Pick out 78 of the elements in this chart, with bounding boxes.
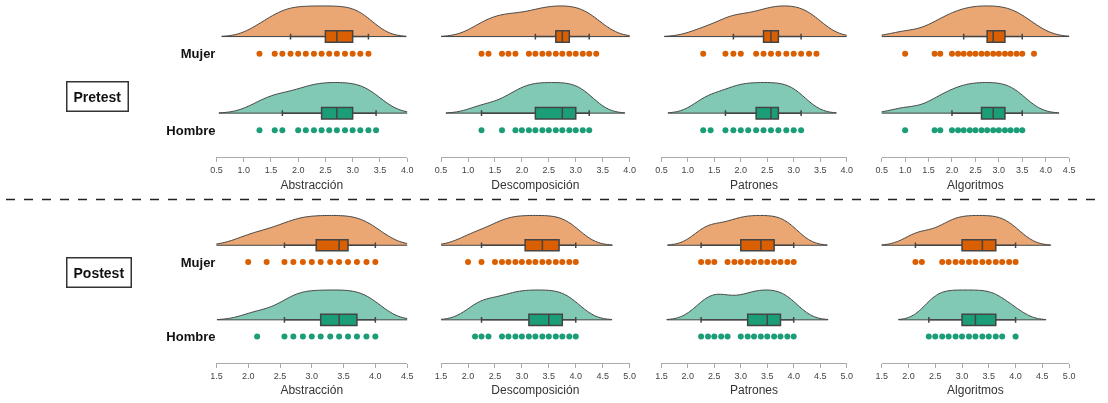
- x-tick-label: 3.5: [373, 164, 387, 175]
- x-tick-label: 0.5: [434, 164, 448, 175]
- x-tick-label: 2.5: [760, 164, 774, 175]
- x-tick-label: 3.5: [337, 370, 350, 381]
- x-tick-label: 2.5: [542, 164, 556, 175]
- x-axis-title: Algoritmos: [947, 177, 1004, 192]
- x-tick-label: 1.0: [237, 164, 250, 175]
- x-tick-label: 4.0: [787, 370, 800, 381]
- x-axis-title: Descomposición: [491, 383, 580, 398]
- x-tick-label: 4.0: [1009, 370, 1022, 381]
- x-axis-title: Algoritmos: [947, 383, 1004, 398]
- x-tick-label: 0.5: [210, 164, 223, 175]
- y-tick-label: Mujer: [180, 254, 216, 270]
- x-tick-label: 2.5: [488, 370, 502, 381]
- x-tick-label: 3.5: [596, 164, 609, 175]
- y-tick-label: Hombre: [166, 122, 216, 138]
- x-axis-title: Abstracción: [280, 177, 344, 192]
- x-tick-label: 1.5: [488, 164, 502, 175]
- x-tick-label: 2.0: [515, 164, 529, 175]
- x-axis-title: Patrones: [730, 383, 779, 398]
- x-tick-label: 2.0: [291, 164, 305, 175]
- x-tick-label: 2.5: [708, 370, 721, 381]
- x-tick-label: 3.5: [760, 370, 774, 381]
- x-tick-label: 2.0: [734, 164, 748, 175]
- x-tick-label: 3.5: [1016, 164, 1029, 175]
- x-tick-label: 2.0: [681, 370, 695, 381]
- y-tick-label: Hombre: [166, 329, 216, 345]
- x-tick-label: 3.0: [305, 370, 319, 381]
- x-tick-label: 3.0: [515, 370, 529, 381]
- x-tick-label: 2.5: [929, 370, 942, 381]
- x-tick-label: 3.5: [542, 370, 556, 381]
- x-tick-label: 5.0: [840, 370, 853, 381]
- x-tick-label: 4.5: [1062, 164, 1076, 175]
- x-tick-label: 3.0: [569, 164, 583, 175]
- text: Pretest: [73, 88, 122, 105]
- x-tick-label: 4.0: [623, 164, 636, 175]
- x-tick-label: 3.0: [992, 164, 1006, 175]
- x-tick-label: 0.5: [655, 164, 668, 175]
- x-tick-label: 3.0: [734, 370, 748, 381]
- x-tick-label: 1.5: [434, 370, 448, 381]
- x-tick-label: 2.5: [273, 370, 287, 381]
- x-tick-label: 1.5: [875, 370, 888, 381]
- x-tick-label: 1.5: [210, 370, 223, 381]
- x-tick-label: 1.0: [898, 164, 912, 175]
- x-tick-label: 4.0: [840, 164, 853, 175]
- x-axis-title: Abstracción: [280, 383, 344, 398]
- x-tick-label: 5.0: [623, 370, 636, 381]
- x-tick-label: 1.5: [922, 164, 935, 175]
- x-axis-title: Descomposición: [491, 177, 580, 192]
- x-tick-label: 2.0: [241, 370, 255, 381]
- x-tick-label: 3.0: [346, 164, 359, 175]
- x-tick-label: 1.5: [655, 370, 668, 381]
- x-tick-label: 5.0: [1062, 370, 1076, 381]
- x-tick-label: 3.5: [982, 370, 996, 381]
- x-tick-label: 4.5: [596, 370, 609, 381]
- x-tick-label: 4.5: [1036, 370, 1049, 381]
- x-tick-label: 4.0: [569, 370, 583, 381]
- text: Postest: [73, 264, 125, 281]
- y-tick-label: Mujer: [180, 46, 216, 62]
- x-tick-label: 1.5: [264, 164, 278, 175]
- x-tick-label: 1.0: [461, 164, 475, 175]
- x-tick-label: 3.5: [813, 164, 827, 175]
- x-tick-label: 1.5: [708, 164, 721, 175]
- x-tick-label: 2.5: [319, 164, 332, 175]
- x-tick-label: 3.0: [787, 164, 800, 175]
- x-tick-label: 2.0: [945, 164, 959, 175]
- x-tick-label: 0.5: [875, 164, 888, 175]
- x-tick-label: 2.0: [902, 370, 915, 381]
- x-axis-title: Patrones: [730, 177, 779, 192]
- x-tick-label: 4.0: [1039, 164, 1052, 175]
- x-tick-label: 4.0: [369, 370, 382, 381]
- x-tick-label: 4.0: [400, 164, 414, 175]
- x-tick-label: 4.5: [400, 370, 414, 381]
- x-tick-label: 4.5: [813, 370, 827, 381]
- x-tick-label: 1.0: [681, 164, 695, 175]
- x-tick-label: 2.5: [969, 164, 982, 175]
- x-tick-label: 3.0: [955, 370, 969, 381]
- x-tick-label: 2.0: [461, 370, 475, 381]
